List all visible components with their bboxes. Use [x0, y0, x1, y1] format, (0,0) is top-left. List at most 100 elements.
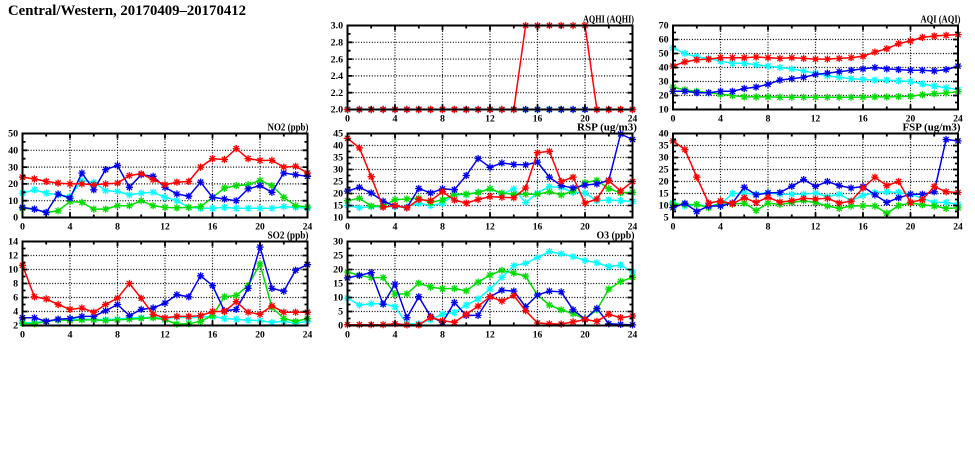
svg-text:15: 15 — [333, 280, 343, 290]
svg-text:60: 60 — [659, 36, 669, 46]
svg-text:0: 0 — [345, 115, 350, 125]
svg-text:0: 0 — [13, 214, 18, 224]
svg-text:AQI (AQI): AQI (AQI) — [921, 15, 961, 26]
svg-text:NO2 (ppb): NO2 (ppb) — [268, 123, 309, 134]
svg-text:2.4: 2.4 — [331, 72, 344, 82]
svg-text:6: 6 — [13, 294, 18, 304]
svg-text:24: 24 — [628, 115, 638, 125]
svg-text:8: 8 — [440, 223, 445, 233]
svg-text:24: 24 — [953, 223, 963, 233]
svg-text:FSP (ug/m3): FSP (ug/m3) — [903, 123, 961, 134]
svg-text:20: 20 — [580, 223, 590, 233]
svg-text:45: 45 — [333, 130, 343, 140]
svg-text:5: 5 — [338, 308, 343, 318]
svg-text:12: 12 — [811, 223, 821, 233]
svg-text:RSP (ug/m3): RSP (ug/m3) — [577, 123, 637, 134]
svg-text:10: 10 — [659, 202, 669, 212]
svg-text:16: 16 — [858, 115, 868, 125]
svg-text:10: 10 — [8, 197, 18, 207]
svg-text:40: 40 — [333, 142, 343, 152]
svg-text:0: 0 — [671, 115, 676, 125]
svg-text:4: 4 — [393, 223, 398, 233]
svg-text:0: 0 — [345, 331, 350, 341]
svg-text:16: 16 — [533, 331, 543, 341]
svg-text:30: 30 — [8, 163, 18, 173]
svg-text:4: 4 — [718, 115, 723, 125]
svg-text:16: 16 — [208, 331, 218, 341]
svg-text:2: 2 — [13, 322, 18, 332]
svg-text:10: 10 — [333, 214, 343, 224]
svg-text:40: 40 — [659, 130, 669, 140]
svg-text:15: 15 — [659, 190, 669, 200]
svg-text:20: 20 — [333, 190, 343, 200]
svg-text:Central/Western, 20170409–2017: Central/Western, 20170409–20170412 — [8, 3, 246, 19]
svg-text:24: 24 — [303, 331, 313, 341]
svg-text:20: 20 — [255, 331, 265, 341]
svg-text:8: 8 — [440, 331, 445, 341]
svg-text:8: 8 — [766, 223, 771, 233]
svg-text:50: 50 — [8, 130, 18, 140]
svg-text:25: 25 — [333, 252, 343, 262]
svg-text:20: 20 — [8, 180, 18, 190]
svg-text:20: 20 — [906, 115, 916, 125]
svg-text:0: 0 — [20, 331, 25, 341]
svg-text:70: 70 — [659, 22, 669, 32]
svg-text:16: 16 — [208, 223, 218, 233]
svg-text:30: 30 — [659, 78, 669, 88]
svg-text:4: 4 — [68, 331, 73, 341]
svg-text:40: 40 — [659, 64, 669, 74]
svg-text:4: 4 — [68, 223, 73, 233]
svg-text:8: 8 — [440, 115, 445, 125]
svg-text:8: 8 — [115, 331, 120, 341]
svg-text:0: 0 — [338, 322, 343, 332]
svg-text:24: 24 — [628, 331, 638, 341]
svg-text:20: 20 — [580, 331, 590, 341]
svg-text:24: 24 — [303, 223, 313, 233]
svg-text:2.6: 2.6 — [331, 55, 344, 65]
svg-text:12: 12 — [160, 223, 170, 233]
svg-text:14: 14 — [8, 238, 18, 248]
svg-text:15: 15 — [333, 202, 343, 212]
svg-text:4: 4 — [393, 115, 398, 125]
svg-text:30: 30 — [659, 154, 669, 164]
svg-text:25: 25 — [659, 166, 669, 176]
svg-text:30: 30 — [333, 166, 343, 176]
svg-text:20: 20 — [255, 223, 265, 233]
svg-text:35: 35 — [333, 154, 343, 164]
svg-text:12: 12 — [485, 331, 495, 341]
svg-text:20: 20 — [659, 178, 669, 188]
svg-text:8: 8 — [766, 115, 771, 125]
svg-text:SO2 (ppb): SO2 (ppb) — [268, 231, 309, 242]
svg-text:2.2: 2.2 — [331, 89, 344, 99]
svg-text:12: 12 — [811, 115, 821, 125]
svg-text:16: 16 — [858, 223, 868, 233]
svg-text:12: 12 — [485, 115, 495, 125]
svg-text:10: 10 — [659, 106, 669, 116]
svg-text:4: 4 — [13, 308, 18, 318]
svg-text:2.0: 2.0 — [331, 106, 344, 116]
svg-text:20: 20 — [580, 115, 590, 125]
svg-text:0: 0 — [345, 223, 350, 233]
svg-text:40: 40 — [8, 147, 18, 157]
svg-text:AQHI (AQHI): AQHI (AQHI) — [583, 15, 634, 26]
svg-text:4: 4 — [393, 331, 398, 341]
svg-text:16: 16 — [533, 223, 543, 233]
svg-text:4: 4 — [718, 223, 723, 233]
svg-text:12: 12 — [485, 223, 495, 233]
svg-text:50: 50 — [659, 50, 669, 60]
svg-text:24: 24 — [953, 115, 963, 125]
svg-text:5: 5 — [664, 214, 669, 224]
svg-text:16: 16 — [533, 115, 543, 125]
svg-text:2.8: 2.8 — [331, 39, 344, 49]
svg-text:O3 (ppb): O3 (ppb) — [597, 231, 635, 242]
svg-text:25: 25 — [333, 178, 343, 188]
svg-text:8: 8 — [13, 280, 18, 290]
svg-text:12: 12 — [8, 252, 18, 262]
svg-text:30: 30 — [333, 238, 343, 248]
svg-text:8: 8 — [115, 223, 120, 233]
svg-text:35: 35 — [659, 142, 669, 152]
svg-text:0: 0 — [671, 223, 676, 233]
svg-text:24: 24 — [628, 223, 638, 233]
svg-text:10: 10 — [333, 294, 343, 304]
svg-text:20: 20 — [333, 266, 343, 276]
